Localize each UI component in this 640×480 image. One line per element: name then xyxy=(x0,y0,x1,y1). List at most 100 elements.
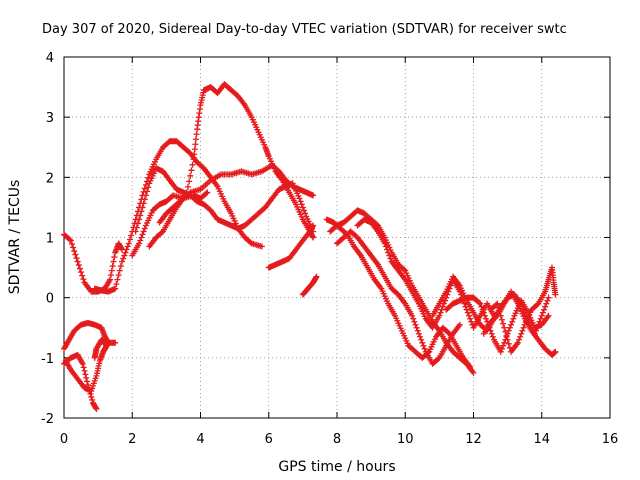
data-point xyxy=(463,306,470,313)
data-point xyxy=(76,265,83,272)
data-point xyxy=(158,229,165,236)
series-arc-3 xyxy=(61,351,100,412)
data-point xyxy=(502,328,509,335)
data-point xyxy=(436,312,443,319)
data-point xyxy=(68,241,75,248)
data-point xyxy=(385,249,392,256)
data-point xyxy=(522,312,529,319)
data-point xyxy=(536,318,543,325)
data-point xyxy=(258,243,265,250)
data-point xyxy=(133,224,140,231)
data-point xyxy=(84,378,91,385)
y-tick-label: 4 xyxy=(46,51,54,66)
data-point xyxy=(136,216,143,223)
data-point xyxy=(534,301,541,308)
x-tick-label: 12 xyxy=(465,432,482,447)
data-point xyxy=(107,272,114,279)
data-point xyxy=(534,324,541,331)
series-arc-15 xyxy=(354,216,497,331)
series-arc-1 xyxy=(61,231,126,295)
data-point xyxy=(128,232,135,239)
data-point xyxy=(203,190,210,197)
data-point xyxy=(387,255,394,262)
data-point xyxy=(465,312,472,319)
x-axis-label: GPS time / hours xyxy=(278,459,395,475)
data-point xyxy=(122,249,129,256)
data-point xyxy=(132,228,139,235)
x-tick-label: 10 xyxy=(397,432,414,447)
data-point xyxy=(384,246,391,253)
data-point xyxy=(188,167,195,174)
data-point xyxy=(88,393,95,400)
data-point xyxy=(301,207,308,214)
data-point xyxy=(493,301,500,308)
data-point xyxy=(445,329,452,336)
x-tick-label: 0 xyxy=(60,432,68,447)
data-point xyxy=(302,210,309,217)
data-point xyxy=(184,183,191,190)
y-axis-label: SDTVAR / TECUs xyxy=(7,180,23,295)
data-point xyxy=(114,276,121,283)
data-point xyxy=(418,336,425,343)
data-point xyxy=(518,300,525,307)
data-point xyxy=(73,255,80,262)
data-point xyxy=(186,178,193,185)
data-point xyxy=(520,324,527,331)
data-point xyxy=(109,263,116,270)
data-point xyxy=(509,318,516,325)
data-point xyxy=(67,237,74,244)
data-marks xyxy=(61,81,559,412)
data-point xyxy=(141,196,148,203)
data-point xyxy=(461,300,468,307)
data-point xyxy=(467,315,474,322)
data-point xyxy=(468,318,475,325)
data-point xyxy=(79,272,86,279)
data-point xyxy=(531,330,538,337)
data-point xyxy=(145,184,152,191)
data-point xyxy=(138,208,145,215)
data-point xyxy=(313,273,320,280)
data-point xyxy=(112,285,119,292)
data-point xyxy=(140,228,147,235)
data-point xyxy=(71,248,78,255)
grid xyxy=(64,57,610,418)
data-point xyxy=(190,156,197,163)
data-point xyxy=(456,321,463,328)
data-point xyxy=(516,336,522,343)
data-point xyxy=(117,263,124,270)
data-point xyxy=(435,355,442,362)
data-point xyxy=(518,330,525,337)
x-tick-label: 4 xyxy=(196,432,204,447)
data-point xyxy=(483,315,490,322)
data-point xyxy=(192,136,199,143)
y-tick-label: 3 xyxy=(46,111,54,126)
series-arc-19 xyxy=(429,273,552,337)
data-point xyxy=(297,198,304,205)
data-point xyxy=(437,309,444,316)
data-point xyxy=(191,146,198,153)
x-tick-label: 8 xyxy=(333,432,341,447)
data-point xyxy=(93,405,100,412)
data-point xyxy=(81,367,88,374)
data-point xyxy=(417,333,424,340)
data-point xyxy=(310,234,317,241)
data-point xyxy=(137,237,144,244)
data-point xyxy=(481,312,488,319)
data-point xyxy=(503,332,510,339)
series-arc-9 xyxy=(132,165,317,235)
data-point xyxy=(192,141,199,148)
data-point xyxy=(517,333,524,340)
data-point xyxy=(382,243,389,250)
data-point xyxy=(552,348,559,355)
data-point xyxy=(470,369,477,376)
data-point xyxy=(514,339,521,346)
chart-title: Day 307 of 2020, Sidereal Day-to-day VTE… xyxy=(42,22,567,37)
data-point xyxy=(113,281,120,288)
data-point xyxy=(506,324,513,331)
data-point xyxy=(189,161,196,168)
data-point xyxy=(497,348,504,355)
data-point xyxy=(141,185,148,192)
data-point xyxy=(533,327,540,334)
data-point xyxy=(204,189,211,196)
